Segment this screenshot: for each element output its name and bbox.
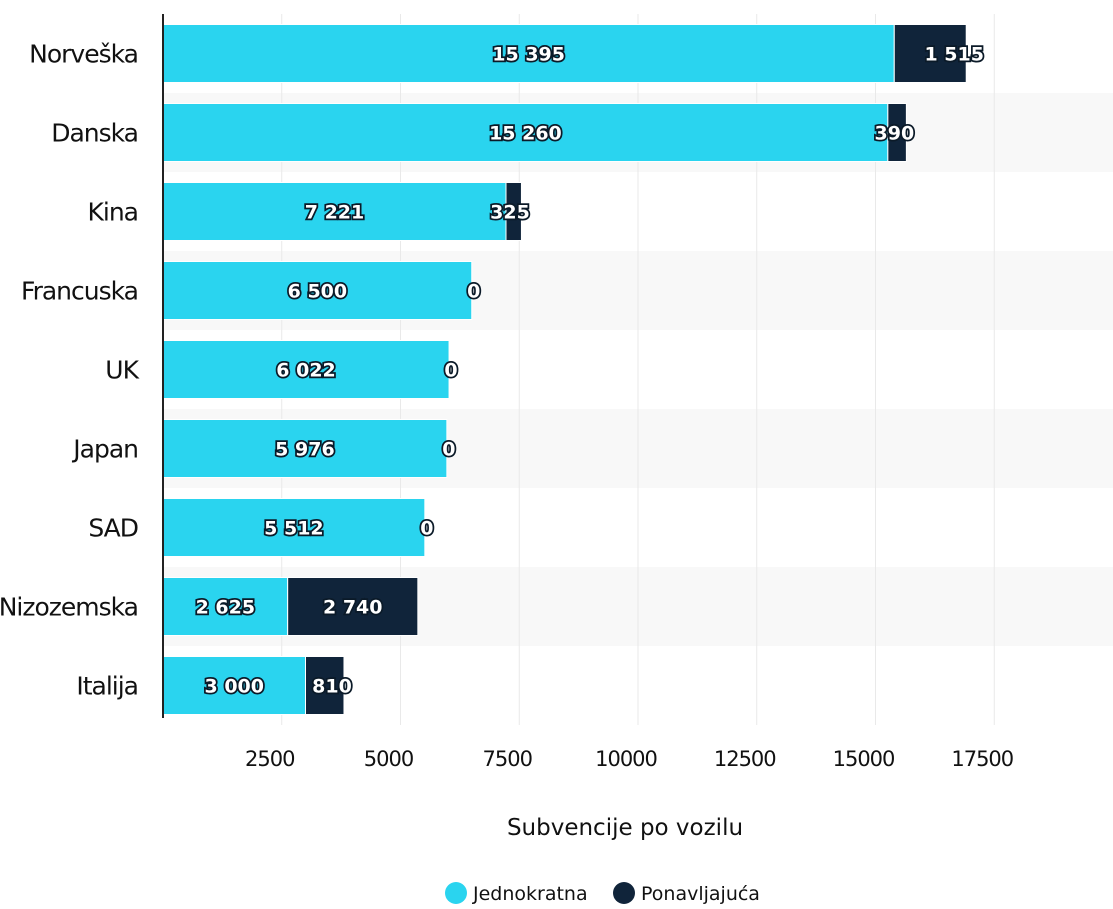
legend-swatch-ponavljajuca — [613, 882, 635, 904]
value-label-ponavljajuca-italija: 810 — [312, 676, 352, 698]
x-tick-10000: 10000 — [595, 747, 657, 771]
value-label-jednokratna-francuska: 6 500 — [288, 281, 348, 303]
value-label-ponavljajuca-japan: 0 — [442, 439, 455, 461]
category-labels: Norveška Danska Kina Francuska UK Japan SAD Niz… — [0, 40, 141, 701]
x-tick-labels: 2500 5000 7500 10000 12500 15000 17500 — [245, 747, 1014, 771]
x-tick-5000: 5000 — [364, 747, 413, 771]
bar-jednokratna-japan — [162, 419, 448, 478]
category-label-uk: UK — [105, 356, 139, 385]
value-label-ponavljajuca-kina: 325 — [490, 202, 530, 224]
bar-ponavljajuca-nizozemska — [287, 577, 419, 636]
bar-jednokratna-nizozemska — [162, 577, 289, 636]
value-label-jednokratna-kina: 7 221 — [305, 202, 365, 224]
bar-jednokratna-sad — [162, 498, 426, 557]
value-label-jednokratna-japan: 5 976 — [275, 439, 335, 461]
value-label-jednokratna-sad: 5 512 — [264, 518, 324, 540]
legend-label-jednokratna: Jednokratna — [472, 883, 588, 905]
x-tick-12500: 12500 — [714, 747, 776, 771]
bar-jednokratna-danska — [162, 103, 889, 162]
value-label-jednokratna-danska: 15 260 — [489, 123, 562, 145]
category-label-nizozemska: Nizozemska — [0, 593, 138, 622]
x-tick-15000: 15000 — [833, 747, 895, 771]
x-tick-17500: 17500 — [951, 747, 1013, 771]
value-labels: 15 395 1 515 15 260 390 7 221 325 6 500 0 6 022 0… — [194, 42, 986, 700]
category-label-francuska: Francuska — [21, 277, 138, 306]
bar-ponavljajuca-italija — [305, 656, 345, 715]
bars — [162, 24, 967, 715]
category-label-japan: Japan — [71, 435, 138, 464]
x-tick-7500: 7500 — [483, 747, 532, 771]
x-tick-2500: 2500 — [245, 747, 294, 771]
category-label-italija: Italija — [76, 672, 138, 701]
bar-jednokratna-uk — [162, 340, 450, 399]
value-label-ponavljajuca-uk: 0 — [444, 360, 457, 382]
bar-jednokratna-kina — [162, 182, 507, 241]
legend: Jednokratna Ponavljajuća — [445, 882, 760, 905]
value-label-jednokratna-norveska: 15 395 — [492, 44, 565, 66]
value-label-ponavljajuca-francuska: 0 — [467, 281, 480, 303]
value-label-jednokratna-nizozemska: 2 625 — [196, 597, 256, 619]
value-label-ponavljajuca-danska: 390 — [875, 123, 915, 145]
value-label-jednokratna-italija: 3 000 — [205, 676, 265, 698]
bar-jednokratna-francuska — [162, 261, 473, 320]
category-label-norveska: Norveška — [29, 40, 138, 69]
value-label-jednokratna-uk: 6 022 — [276, 360, 336, 382]
category-label-sad: SAD — [88, 514, 138, 543]
bar-jednokratna-norveska — [162, 24, 895, 83]
legend-swatch-jednokratna — [445, 882, 467, 904]
category-label-danska: Danska — [51, 119, 138, 148]
bar-ponavljajuca-norveska — [893, 24, 967, 83]
value-label-ponavljajuca-nizozemska: 2 740 — [323, 597, 383, 619]
x-axis-title: Subvencije po vozilu — [507, 815, 743, 841]
value-label-ponavljajuca-sad: 0 — [420, 518, 433, 540]
bar-ponavljajuca-kina — [505, 182, 522, 241]
category-label-kina: Kina — [87, 198, 138, 227]
bar-ponavljajuca-danska — [887, 103, 907, 162]
value-label-ponavljajuca-norveska: 1 515 — [924, 44, 984, 66]
bar-jednokratna-italija — [162, 656, 306, 715]
legend-label-ponavljajuca: Ponavljajuća — [641, 883, 760, 905]
